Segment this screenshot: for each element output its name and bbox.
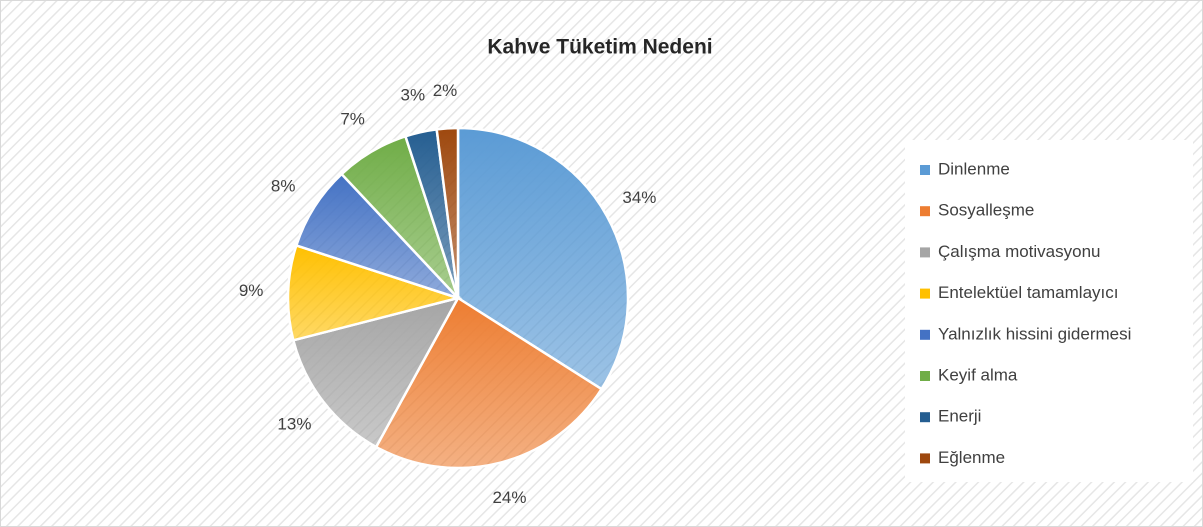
legend-swatch <box>920 206 930 217</box>
pie-slice <box>291 296 461 449</box>
legend-label: Çalışma motivasyonu <box>938 242 1101 261</box>
data-label: 7% <box>340 109 365 128</box>
legend-swatch <box>920 329 930 340</box>
data-label: 9% <box>239 281 264 300</box>
legend-swatch <box>920 453 930 464</box>
data-label: 3% <box>401 85 426 104</box>
legend-swatch <box>920 165 930 175</box>
data-label: 2% <box>433 81 458 100</box>
chart-title: Kahve Tüketim Nedeni <box>487 36 712 59</box>
data-label: 24% <box>492 488 526 507</box>
legend-swatch <box>920 371 930 381</box>
legend-swatch <box>920 288 930 299</box>
pie-slice <box>435 126 460 299</box>
legend-label: Eğlenme <box>938 448 1005 467</box>
legend-label: Keyif alma <box>938 365 1018 384</box>
pie-slice <box>374 296 604 470</box>
legend-label: Dinlenme <box>938 159 1010 178</box>
data-label: 34% <box>622 188 656 207</box>
legend-label: Entelektüel tamamlayıcı <box>938 283 1118 302</box>
legend-swatch <box>920 247 930 258</box>
legend-label: Enerji <box>938 407 981 426</box>
pie-slice <box>286 243 463 342</box>
legend-box <box>905 140 1193 482</box>
legend-label: Sosyalleşme <box>938 201 1034 220</box>
legend-swatch <box>920 412 930 423</box>
data-label: 8% <box>271 177 296 196</box>
data-label: 13% <box>277 414 311 433</box>
legend-label: Yalnızlık hissini gidermesi <box>938 324 1131 343</box>
